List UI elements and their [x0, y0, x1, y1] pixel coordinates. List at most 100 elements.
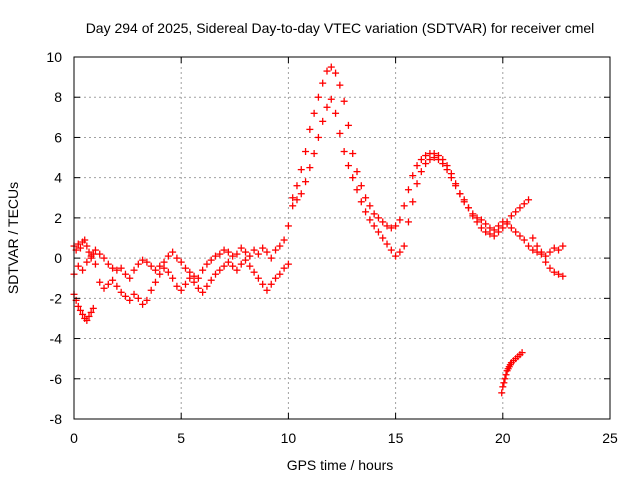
data-point [91, 260, 99, 268]
data-point [323, 103, 331, 111]
data-point [233, 250, 241, 258]
data-point [310, 150, 318, 158]
data-point [297, 190, 305, 198]
data-point [490, 226, 498, 234]
data-point [164, 268, 172, 276]
y-tick-label: -4 [50, 331, 63, 347]
data-point [276, 242, 284, 250]
data-point [83, 242, 91, 250]
x-tick-label: 0 [70, 430, 78, 446]
data-point [81, 236, 89, 244]
data-point [207, 276, 215, 284]
data-point [559, 242, 567, 250]
data-point [104, 280, 112, 288]
data-point [516, 204, 524, 212]
data-point [525, 196, 533, 204]
data-point [96, 250, 104, 258]
data-point [224, 258, 232, 266]
data-point [417, 156, 425, 164]
x-tick-label: 20 [495, 430, 511, 446]
y-axis-label: SDTVAR / TECUs [5, 182, 21, 294]
data-point [332, 69, 340, 77]
data-point [344, 162, 352, 170]
data-point [404, 218, 412, 226]
data-point [495, 228, 503, 236]
data-point [370, 210, 378, 218]
data-point [533, 242, 541, 250]
data-point [473, 218, 481, 226]
data-point [259, 280, 267, 288]
data-point [121, 270, 129, 278]
data-point [314, 133, 322, 141]
data-point [559, 272, 567, 280]
data-point [550, 268, 558, 276]
data-point [439, 160, 447, 168]
data-point [284, 222, 292, 230]
data-point [507, 212, 515, 220]
data-point [366, 216, 374, 224]
data-point [443, 166, 451, 174]
data-point [507, 224, 515, 232]
data-point [117, 264, 125, 272]
data-point [501, 375, 509, 383]
data-point [542, 252, 550, 260]
data-point [447, 174, 455, 182]
data-point [126, 274, 134, 282]
y-tick-label: -2 [50, 290, 63, 306]
data-point [87, 308, 95, 316]
data-point [272, 246, 280, 254]
data-point [242, 248, 250, 256]
y-tick-label: 4 [54, 170, 62, 186]
data-point [203, 260, 211, 268]
data-point [409, 172, 417, 180]
data-point [537, 248, 545, 256]
data-point [319, 117, 327, 125]
data-point [212, 270, 220, 278]
data-point [79, 266, 87, 274]
data-point [306, 164, 314, 172]
data-point [83, 258, 91, 266]
data-point [199, 266, 207, 274]
data-point [434, 156, 442, 164]
data-point [254, 274, 262, 282]
data-point [76, 244, 84, 252]
x-tick-label: 15 [388, 430, 404, 446]
data-point [173, 254, 181, 262]
data-point [314, 93, 322, 101]
data-point [413, 162, 421, 170]
data-point [518, 349, 526, 357]
data-point [139, 256, 147, 264]
data-point [529, 246, 537, 254]
data-point [220, 262, 228, 270]
data-point [267, 254, 275, 262]
data-point [396, 216, 404, 224]
data-point [486, 224, 494, 232]
data-point [387, 246, 395, 254]
data-point [362, 208, 370, 216]
data-point [139, 300, 147, 308]
axis-ticks [73, 56, 611, 420]
data-point [302, 148, 310, 156]
data-point [357, 182, 365, 190]
data-point [160, 264, 168, 272]
data-point [89, 250, 97, 258]
data-point [194, 274, 202, 282]
data-point [327, 95, 335, 103]
data-point [207, 256, 215, 264]
data-point [456, 190, 464, 198]
plot-frame [73, 56, 611, 420]
data-point [160, 258, 168, 266]
data-point [370, 222, 378, 230]
data-point [546, 264, 554, 272]
data-point [220, 246, 228, 254]
data-point [190, 278, 198, 286]
data-point [186, 268, 194, 276]
data-point [272, 274, 280, 282]
data-point [500, 379, 508, 387]
data-point [319, 79, 327, 87]
grid-lines [74, 57, 610, 419]
data-point [340, 97, 348, 105]
y-tick-label: 10 [46, 49, 62, 65]
data-point [134, 260, 142, 268]
data-point [280, 264, 288, 272]
